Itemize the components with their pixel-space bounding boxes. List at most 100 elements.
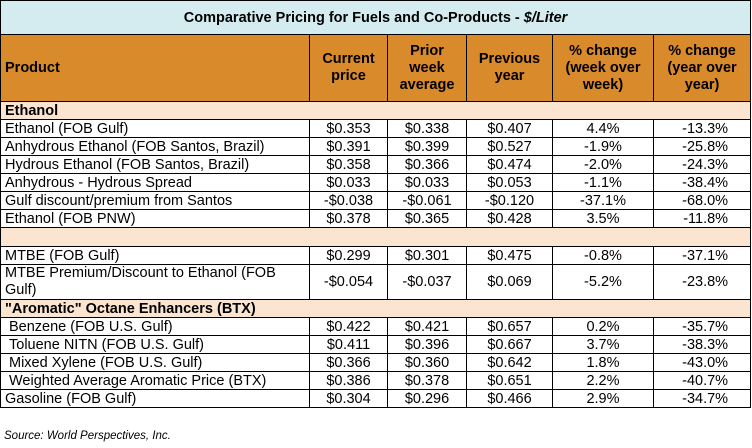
section-label-aromatic: "Aromatic" Octane Enhancers (BTX) — [0, 299, 752, 318]
spacer-row — [0, 227, 752, 247]
row-pct-week: -5.2% — [552, 264, 654, 300]
row-current-price: $0.411 — [309, 335, 388, 354]
section-row-aromatic: "Aromatic" Octane Enhancers (BTX) — [0, 299, 752, 318]
row-prior-week: $0.301 — [387, 246, 467, 265]
row-prior-week: $0.366 — [387, 155, 467, 174]
row-pct-year: -38.3% — [652, 335, 752, 354]
row-pct-week: -1.9% — [552, 137, 654, 156]
section-label-ethanol: Ethanol — [0, 101, 752, 120]
row-pct-year: -11.8% — [652, 209, 752, 228]
row-previous-year: $0.407 — [466, 119, 553, 138]
row-current-price: $0.033 — [309, 173, 388, 192]
row-current-price: -$0.054 — [309, 264, 388, 300]
col-header-pct-week: % change (week over week) — [552, 34, 654, 102]
row-previous-year: $0.475 — [466, 246, 553, 265]
table-row: Ethanol (FOB Gulf) $0.353 $0.338 $0.407 4.4%… — [0, 119, 752, 138]
table-row: Toluene NITN (FOB U.S. Gulf) $0.411 $0.396… — [0, 335, 752, 354]
row-pct-year: -38.4% — [652, 173, 752, 192]
row-pct-week: -2.0% — [552, 155, 654, 174]
row-prior-week: $0.360 — [387, 353, 467, 372]
row-product-name: Gulf discount/premium from Santos — [0, 191, 310, 210]
row-previous-year: $0.657 — [466, 317, 553, 336]
row-pct-week: 0.2% — [552, 317, 654, 336]
row-current-price: $0.366 — [309, 353, 388, 372]
row-prior-week: $0.399 — [387, 137, 467, 156]
row-product-name: Mixed Xylene (FOB U.S. Gulf) — [0, 353, 310, 372]
row-previous-year: $0.527 — [466, 137, 553, 156]
table-title: Comparative Pricing for Fuels and Co-Pro… — [0, 0, 752, 35]
spacer-cell — [0, 227, 752, 247]
ethanol-group: Ethanol (FOB Gulf) $0.353 $0.338 $0.407 4.4%… — [0, 119, 752, 228]
row-current-price: -$0.038 — [309, 191, 388, 210]
row-product-name: Ethanol (FOB Gulf) — [0, 119, 310, 138]
row-prior-week: -$0.061 — [387, 191, 467, 210]
row-pct-week: 2.9% — [552, 389, 654, 408]
row-pct-year: -35.7% — [652, 317, 752, 336]
row-pct-week: 1.8% — [552, 353, 654, 372]
table-row: Anhydrous - Hydrous Spread $0.033 $0.033 $0… — [0, 173, 752, 192]
row-previous-year: $0.642 — [466, 353, 553, 372]
row-pct-week: 4.4% — [552, 119, 654, 138]
row-pct-week: 3.5% — [552, 209, 654, 228]
table-row: Anhydrous Ethanol (FOB Santos, Brazil) $0… — [0, 137, 752, 156]
table-row: Gulf discount/premium from Santos -$0.038… — [0, 191, 752, 210]
row-product-name: Anhydrous - Hydrous Spread — [0, 173, 310, 192]
mtbe-group: MTBE (FOB Gulf) $0.299 $0.301 $0.475 -0.8% -3… — [0, 246, 752, 300]
row-previous-year: $0.466 — [466, 389, 553, 408]
row-pct-week: -37.1% — [552, 191, 654, 210]
table-row: MTBE (FOB Gulf) $0.299 $0.301 $0.475 -0.8% -3… — [0, 246, 752, 265]
row-prior-week: $0.378 — [387, 371, 467, 390]
row-pct-year: -24.3% — [652, 155, 752, 174]
col-header-prior-week: Prior week average — [387, 34, 467, 102]
row-previous-year: $0.428 — [466, 209, 553, 228]
source-note: Source: World Perspectives, Inc. — [4, 430, 171, 442]
row-pct-week: -0.8% — [552, 246, 654, 265]
row-prior-week: $0.338 — [387, 119, 467, 138]
aromatic-group: Benzene (FOB U.S. Gulf) $0.422 $0.421 $0.65… — [0, 317, 752, 408]
row-pct-year: -13.3% — [652, 119, 752, 138]
row-current-price: $0.299 — [309, 246, 388, 265]
row-product-name: Weighted Average Aromatic Price (BTX) — [0, 371, 310, 390]
table-row: Mixed Xylene (FOB U.S. Gulf) $0.366 $0.360… — [0, 353, 752, 372]
row-product-name: Hydrous Ethanol (FOB Santos, Brazil) — [0, 155, 310, 174]
section-row-ethanol: Ethanol — [0, 101, 752, 120]
row-previous-year: $0.651 — [466, 371, 553, 390]
table-row: MTBE Premium/Discount to Ethanol (FOB Gu… — [0, 264, 752, 300]
row-current-price: $0.353 — [309, 119, 388, 138]
col-header-pct-year: % change (year over year) — [652, 34, 752, 102]
row-previous-year: $0.474 — [466, 155, 553, 174]
row-current-price: $0.358 — [309, 155, 388, 174]
title-unit: $/Liter — [523, 9, 568, 26]
row-previous-year: $0.069 — [466, 264, 553, 300]
row-product-name: Gasoline (FOB Gulf) — [0, 389, 310, 408]
table-row: Benzene (FOB U.S. Gulf) $0.422 $0.421 $0.65… — [0, 317, 752, 336]
row-product-name: Ethanol (FOB PNW) — [0, 209, 310, 228]
row-pct-week: -1.1% — [552, 173, 654, 192]
row-pct-year: -37.1% — [652, 246, 752, 265]
row-prior-week: $0.365 — [387, 209, 467, 228]
row-prior-week: $0.396 — [387, 335, 467, 354]
header-row: Product Current price Prior week average… — [0, 34, 752, 102]
row-product-name: Toluene NITN (FOB U.S. Gulf) — [0, 335, 310, 354]
col-header-current: Current price — [309, 34, 388, 102]
row-current-price: $0.422 — [309, 317, 388, 336]
row-pct-year: -23.8% — [652, 264, 752, 300]
title-row: Comparative Pricing for Fuels and Co-Pro… — [0, 0, 752, 35]
row-product-name: Benzene (FOB U.S. Gulf) — [0, 317, 310, 336]
table-row: Weighted Average Aromatic Price (BTX) $0.… — [0, 371, 752, 390]
row-current-price: $0.386 — [309, 371, 388, 390]
table-row: Gasoline (FOB Gulf) $0.304 $0.296 $0.466 2.9… — [0, 389, 752, 408]
title-main: Comparative Pricing for Fuels and Co-Pro… — [183, 9, 524, 26]
row-previous-year: $0.053 — [466, 173, 553, 192]
row-product-name: MTBE Premium/Discount to Ethanol (FOB Gu… — [0, 264, 310, 300]
row-pct-year: -40.7% — [652, 371, 752, 390]
row-product-name: MTBE (FOB Gulf) — [0, 246, 310, 265]
row-prior-week: $0.033 — [387, 173, 467, 192]
pricing-table: Comparative Pricing for Fuels and Co-Pro… — [0, 0, 752, 408]
row-current-price: $0.304 — [309, 389, 388, 408]
row-previous-year: -$0.120 — [466, 191, 553, 210]
row-product-name: Anhydrous Ethanol (FOB Santos, Brazil) — [0, 137, 310, 156]
row-current-price: $0.391 — [309, 137, 388, 156]
col-header-product: Product — [0, 34, 310, 102]
row-current-price: $0.378 — [309, 209, 388, 228]
